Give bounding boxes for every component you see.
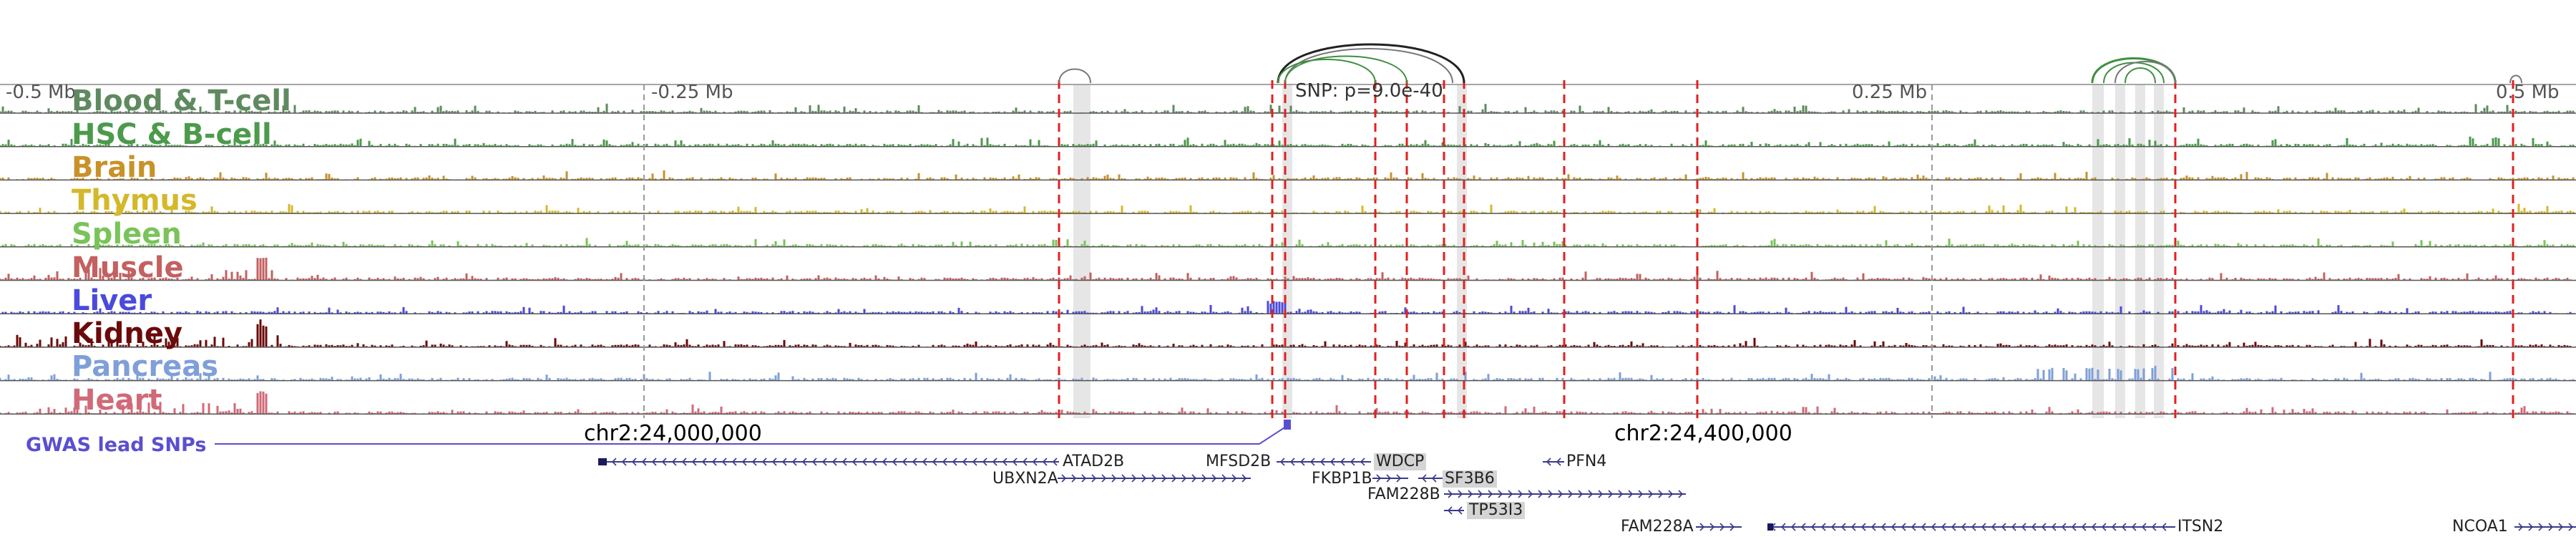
scale-mid-left-label: -0.25 Mb [651,82,733,103]
highlight-band [2135,84,2145,418]
interaction-arc [1058,68,1091,84]
track-label-liver: Liver [72,284,152,317]
highlight-band [2154,84,2164,418]
gene-strand-mfsd2b-arrows [1279,458,1365,466]
track-label-muscle: Muscle [72,251,184,284]
highlight-band [2092,84,2104,418]
interaction-arc [2509,74,2522,84]
interaction-arc [2114,61,2176,84]
track-label-blood-tcell: Blood & T-cell [72,84,291,117]
gene-label-fam228a[interactable]: FAM228A [1621,518,1694,536]
gene-strand-pfn4-arrows [1546,458,1561,466]
gene-exon [598,458,607,465]
gene-label-mfsd2b[interactable]: MFSD2B [1206,453,1272,470]
scale-left-label: -0.5 Mb [6,82,76,103]
gene-label-itsn2[interactable]: ITSN2 [2177,518,2224,536]
gene-label-fkbp1b[interactable]: FKBP1B [1312,470,1372,488]
highlight-band [2115,84,2125,418]
interaction-arc [2124,67,2156,84]
gene-strand-tp53i3-arrows [1447,506,1463,515]
track-label-heart: Heart [72,384,162,417]
gwas-snp-marker [1284,420,1291,430]
interaction-arc [1284,48,1453,84]
gene-label-atad2b[interactable]: ATAD2B [1063,453,1125,470]
track-label-thymus: Thymus [72,184,197,217]
gene-strand-sf3b6-arrows [1421,474,1437,483]
track-label-kidney: Kidney [72,317,183,350]
track-label-brain: Brain [72,151,157,184]
scale-mid-right-label: 0.25 Mb [1852,82,1928,103]
gene-label-pfn4[interactable]: PFN4 [1566,453,1607,470]
coordinate-label-left: chr2:24,000,000 [584,421,762,446]
gene-label-wdcp[interactable]: WDCP [1374,453,1427,470]
track-label-hsc-bcell: HSC & B-cell [72,118,272,151]
track-label-pancreas: Pancreas [72,350,219,383]
gene-strand-ncoa1-arrows [2518,523,2574,531]
gwas-lead-snps-label: GWAS lead SNPs [26,434,207,456]
signal-track-6 [1,301,2575,314]
gene-strand-fkbp1b-arrows [1376,474,1402,483]
gene-label-ncoa1[interactable]: NCOA1 [2452,518,2508,536]
gwas-connector-line [215,425,1289,445]
coordinate-label-right: chr2:24,400,000 [1614,421,1792,446]
track-label-spleen: Spleen [72,218,182,251]
gene-label-tp53i3[interactable]: TP53I3 [1467,502,1526,519]
gene-strand-fam228b-arrows [1448,490,1684,498]
highlight-band [1457,84,1467,418]
interaction-arc [1277,43,1465,84]
gene-exon [1767,523,1773,531]
interaction-arc [1284,55,1407,84]
gene-label-sf3b6[interactable]: SF3B6 [1443,470,1497,488]
snp-annotation: SNP: p=9.0e-40 [1295,80,1443,102]
gene-strand-fam228a-arrows [1699,523,1735,531]
highlight-band [1073,84,1091,418]
gene-strand-ubxn2a-arrows [1061,474,1247,483]
interaction-arc [1277,59,1376,84]
highlight-band [1282,84,1292,418]
gene-label-ubxn2a[interactable]: UBXN2A [992,470,1058,488]
gene-label-fam228b[interactable]: FAM228B [1367,485,1440,503]
scale-right-label: 0.5 Mb [2496,82,2560,103]
